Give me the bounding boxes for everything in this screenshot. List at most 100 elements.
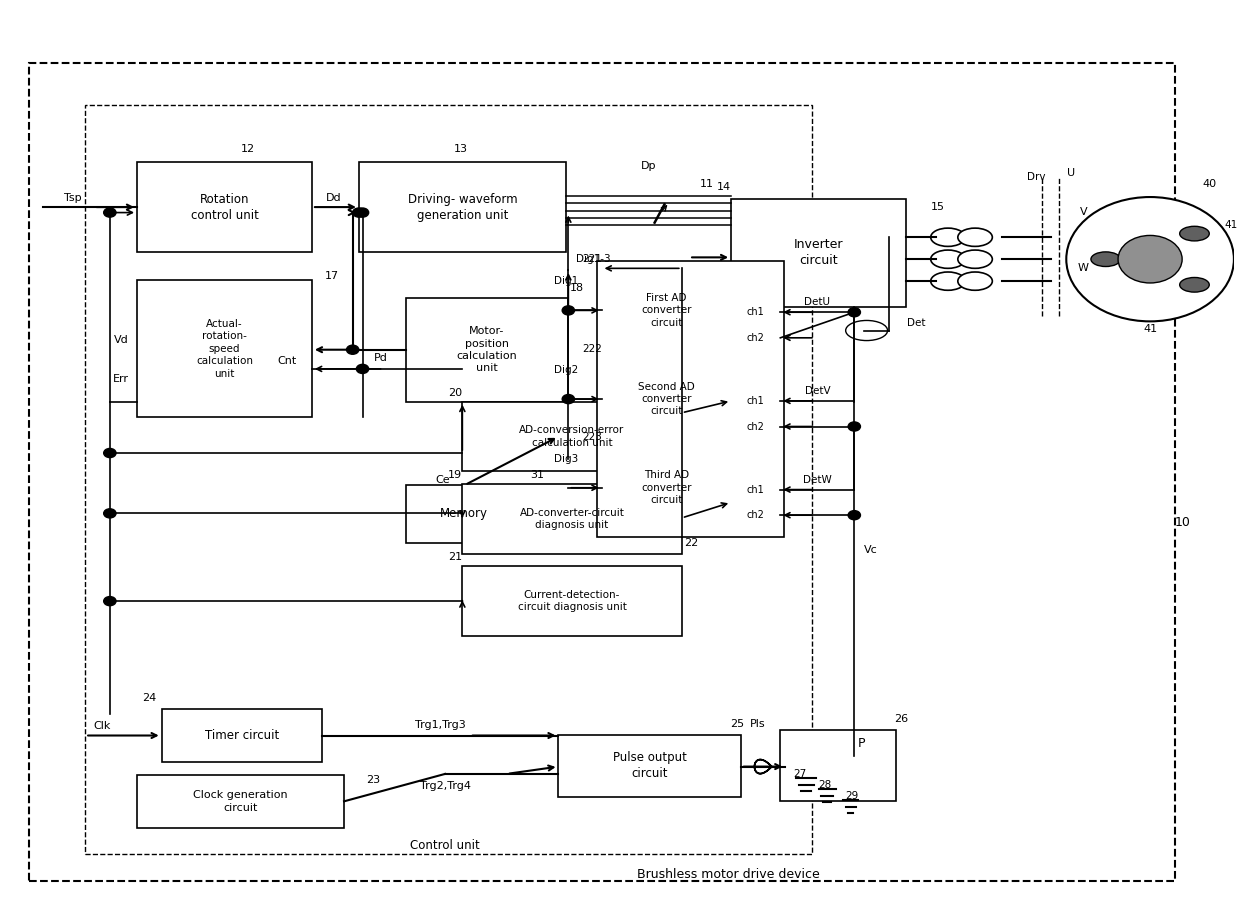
Text: Clk: Clk: [94, 722, 112, 732]
Circle shape: [1066, 197, 1234, 321]
Text: 40: 40: [1203, 179, 1216, 189]
Text: Dig1-3: Dig1-3: [575, 254, 610, 264]
FancyBboxPatch shape: [463, 402, 682, 471]
Text: Dig1: Dig1: [554, 276, 578, 286]
FancyBboxPatch shape: [780, 730, 897, 801]
Text: Ce: Ce: [435, 475, 450, 485]
FancyBboxPatch shape: [732, 414, 780, 439]
Text: DetV: DetV: [805, 386, 830, 396]
Text: First AD
converter
circuit: First AD converter circuit: [641, 293, 692, 327]
Text: 13: 13: [454, 145, 469, 154]
Circle shape: [104, 597, 117, 606]
FancyBboxPatch shape: [596, 261, 784, 537]
Text: 21: 21: [448, 552, 463, 562]
Text: ch1: ch1: [746, 307, 765, 317]
Circle shape: [346, 345, 358, 354]
FancyBboxPatch shape: [463, 567, 682, 635]
Text: ch1: ch1: [746, 484, 765, 494]
Text: 27: 27: [794, 769, 807, 779]
FancyBboxPatch shape: [405, 485, 523, 543]
Text: Trg1,Trg3: Trg1,Trg3: [415, 721, 465, 731]
FancyBboxPatch shape: [136, 775, 343, 828]
Circle shape: [104, 509, 117, 518]
Text: Actual-
rotation-
speed
calculation
unit: Actual- rotation- speed calculation unit: [196, 319, 253, 379]
Ellipse shape: [957, 250, 992, 269]
Text: Rotation
control unit: Rotation control unit: [191, 193, 258, 222]
Ellipse shape: [1179, 278, 1209, 293]
FancyBboxPatch shape: [601, 269, 732, 352]
Text: V: V: [1080, 206, 1087, 216]
Text: 12: 12: [241, 145, 255, 154]
Text: 223: 223: [582, 433, 601, 443]
Circle shape: [104, 208, 117, 217]
FancyBboxPatch shape: [732, 300, 780, 325]
Text: 22: 22: [684, 537, 698, 547]
Ellipse shape: [1179, 226, 1209, 241]
FancyBboxPatch shape: [732, 199, 906, 307]
Text: Dd: Dd: [326, 193, 342, 203]
Text: Dig2: Dig2: [554, 365, 578, 375]
Text: Det: Det: [908, 318, 926, 328]
FancyBboxPatch shape: [732, 503, 780, 528]
Text: Driving- waveform
generation unit: Driving- waveform generation unit: [408, 193, 517, 222]
Text: 19: 19: [448, 470, 463, 480]
Text: Second AD
converter
circuit: Second AD converter circuit: [637, 381, 694, 416]
Text: Inverter
circuit: Inverter circuit: [794, 238, 843, 267]
Text: Memory: Memory: [440, 507, 489, 520]
Circle shape: [1118, 236, 1182, 283]
Text: 17: 17: [325, 271, 339, 281]
Ellipse shape: [931, 250, 965, 269]
Text: Cnt: Cnt: [278, 356, 296, 366]
FancyBboxPatch shape: [601, 446, 732, 530]
Circle shape: [352, 208, 365, 217]
Text: 10: 10: [1174, 516, 1190, 529]
Text: AD-converter-circuit
diagnosis unit: AD-converter-circuit diagnosis unit: [520, 508, 625, 530]
Circle shape: [356, 364, 368, 373]
Text: 26: 26: [894, 714, 908, 724]
FancyBboxPatch shape: [463, 484, 682, 554]
Text: Trg2,Trg4: Trg2,Trg4: [419, 780, 471, 790]
Text: 29: 29: [846, 790, 858, 801]
Ellipse shape: [846, 320, 888, 340]
Text: 221: 221: [582, 254, 601, 264]
FancyBboxPatch shape: [161, 709, 322, 762]
Text: 15: 15: [931, 202, 945, 212]
Text: 31: 31: [531, 470, 544, 480]
Text: AD-conversion-error
calculation unit: AD-conversion-error calculation unit: [520, 425, 625, 447]
Text: P: P: [858, 737, 866, 750]
Text: 28: 28: [818, 779, 831, 790]
Text: 222: 222: [582, 344, 601, 354]
Circle shape: [562, 306, 574, 315]
FancyBboxPatch shape: [732, 388, 780, 414]
Text: Err: Err: [113, 374, 129, 384]
Text: Brushless motor drive device: Brushless motor drive device: [637, 868, 820, 881]
Text: 41: 41: [1143, 324, 1157, 334]
Text: Timer circuit: Timer circuit: [205, 729, 279, 742]
Circle shape: [848, 307, 861, 316]
Text: 41: 41: [1225, 220, 1238, 230]
Ellipse shape: [931, 272, 965, 291]
Ellipse shape: [1091, 252, 1121, 267]
Text: 25: 25: [730, 719, 744, 729]
FancyBboxPatch shape: [358, 162, 565, 252]
Text: Clock generation
circuit: Clock generation circuit: [193, 790, 288, 812]
Text: Drv: Drv: [1028, 171, 1047, 182]
Text: Pd: Pd: [374, 353, 388, 363]
Text: Dig3: Dig3: [554, 454, 578, 463]
Text: DetW: DetW: [804, 474, 832, 484]
Text: Vd: Vd: [114, 335, 128, 345]
Text: Dp: Dp: [641, 161, 656, 171]
Text: U: U: [1068, 168, 1075, 178]
FancyBboxPatch shape: [136, 162, 312, 252]
Text: 14: 14: [717, 182, 732, 192]
Text: ch2: ch2: [746, 333, 765, 343]
Ellipse shape: [957, 272, 992, 291]
Text: 24: 24: [143, 693, 156, 703]
Text: 20: 20: [448, 388, 463, 398]
Text: Pls: Pls: [750, 719, 766, 729]
Text: Tsp: Tsp: [64, 193, 82, 203]
Text: ch2: ch2: [746, 510, 765, 520]
FancyBboxPatch shape: [601, 357, 732, 441]
Text: DetU: DetU: [805, 297, 831, 307]
Ellipse shape: [931, 228, 965, 247]
